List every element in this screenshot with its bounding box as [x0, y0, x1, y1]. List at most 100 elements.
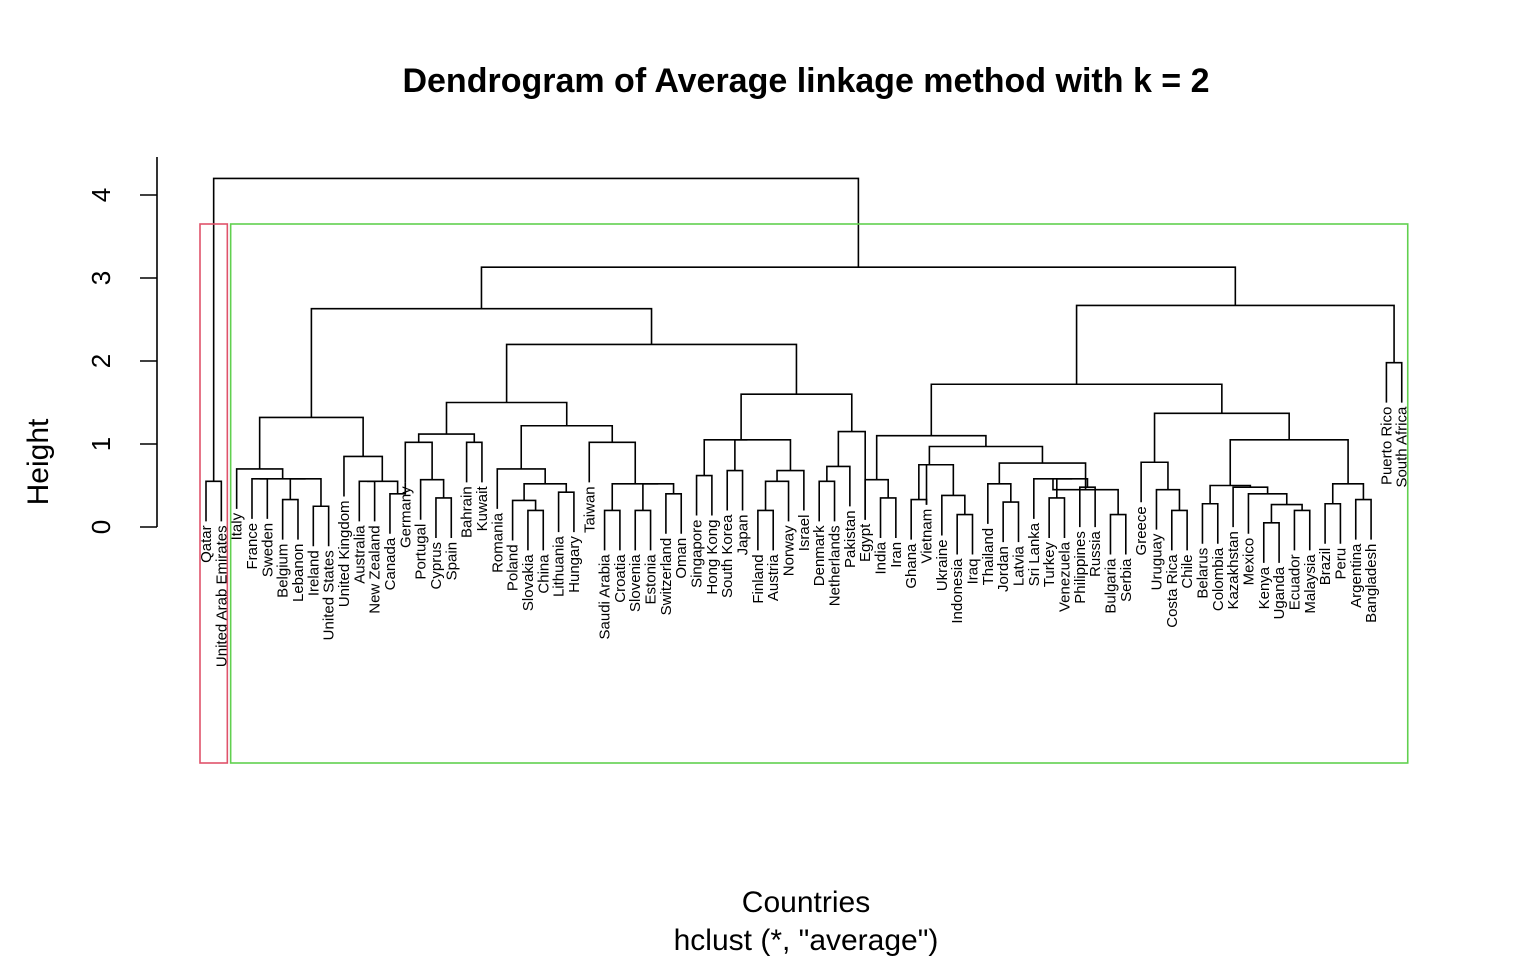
dendrogram-link — [465, 441, 483, 483]
dendrogram-link — [419, 478, 445, 520]
leaf-label: Egypt — [857, 523, 874, 562]
dendrogram-link — [1109, 513, 1127, 555]
dendrogram-link — [734, 439, 748, 471]
dendrogram-link — [603, 509, 621, 551]
leaf-label: Singapore — [689, 520, 706, 588]
leaf-label: United Kingdom — [336, 500, 353, 607]
leaf-label: Uganda — [1271, 566, 1288, 619]
dendrogram-link — [205, 480, 223, 522]
dendrogram-link — [987, 483, 1012, 524]
leaf-label: Ireland — [305, 550, 322, 596]
leaf-label: France — [244, 523, 261, 570]
leaf-label: Venezuela — [1056, 541, 1073, 612]
dendrogram-link — [343, 455, 384, 497]
dendrogram-link — [1262, 522, 1280, 563]
dendrogram-link — [757, 509, 775, 551]
leaf-label: Ecuador — [1286, 554, 1303, 610]
leaf-label: Iran — [888, 542, 905, 568]
leaf-label: Kazakhstan — [1225, 531, 1242, 609]
dendrogram-link — [520, 424, 614, 469]
dendrogram-link — [251, 478, 269, 519]
leaf-label: Italy — [229, 512, 246, 540]
leaf-label: Chile — [1179, 554, 1196, 588]
dendrogram-link — [1140, 461, 1169, 503]
y-tick-label: 1 — [86, 437, 116, 451]
x-axis-subtitle: hclust (*, "average") — [674, 924, 939, 957]
leaf-label: Estonia — [643, 554, 660, 605]
dendrogram-link — [1153, 412, 1290, 463]
leaf-label: Israel — [796, 515, 813, 552]
dendrogram-link — [404, 441, 433, 483]
leaf-label: China — [535, 554, 552, 594]
dendrogram-link — [864, 478, 889, 520]
leaf-label: Slovenia — [627, 554, 644, 612]
leaf-label: South Africa — [1394, 406, 1411, 488]
leaf-label: Colombia — [1210, 547, 1227, 611]
leaf-label: United Arab Emirates — [213, 525, 230, 667]
y-axis-label: Height — [22, 418, 55, 505]
dendrogram-link — [611, 483, 659, 511]
leaf-label: Ukraine — [934, 539, 951, 591]
dendrogram-link — [1048, 497, 1066, 538]
dendrogram-link — [764, 480, 790, 522]
leaf-label: Malaysia — [1302, 554, 1319, 614]
dendrogram-link — [1170, 509, 1188, 551]
dendrogram-link — [1354, 498, 1372, 540]
dendrogram-link — [281, 498, 299, 540]
leaf-label: Spain — [443, 542, 460, 580]
dendrogram-link — [588, 441, 637, 484]
dendrogram-link — [312, 505, 330, 547]
y-tick-label: 3 — [86, 271, 116, 285]
leaf-label: Hong Kong — [704, 520, 721, 595]
dendrogram-link — [776, 469, 805, 511]
dendrogram-link — [1293, 509, 1311, 551]
dendrogram-link — [642, 483, 675, 511]
leaf-label: Latvia — [1010, 545, 1027, 586]
dendrogram-link — [1033, 478, 1073, 519]
leaf-label: Romania — [489, 512, 506, 573]
dendrogram-link — [1201, 502, 1219, 544]
x-axis-label: Countries — [742, 886, 870, 919]
dendrogram-link — [557, 491, 575, 533]
leaf-label: Austria — [765, 554, 782, 601]
dendrogram-link — [212, 177, 860, 482]
dendrogram-link — [480, 266, 1237, 309]
leaf-label: Australia — [351, 525, 368, 584]
dendrogram-link — [1324, 502, 1342, 544]
dendrogram-link — [235, 468, 284, 509]
leaf-label: Uruguay — [1148, 533, 1165, 590]
dendrogram-link — [925, 463, 955, 505]
leaf-label: Ghana — [903, 543, 920, 589]
leaf-label: Cyprus — [428, 542, 445, 590]
leaf-label: Bahrain — [459, 486, 476, 538]
dendrogram-link — [930, 383, 1223, 436]
leaf-label: Sri Lanka — [1026, 522, 1043, 586]
leaf-label: Philippines — [1072, 531, 1089, 604]
dendrogram-link — [956, 513, 974, 555]
leaf-label: Bangladesh — [1363, 544, 1380, 623]
dendrogram-link — [826, 465, 851, 507]
leaf-label: Peru — [1332, 548, 1349, 580]
leaf-label: Denmark — [811, 525, 828, 586]
leaf-label: Bulgaria — [1102, 558, 1119, 614]
leaf-label: Portugal — [413, 524, 430, 580]
dendrogram-link — [1209, 484, 1252, 504]
dendrogram-link — [445, 401, 568, 435]
leaf-label: Serbia — [1118, 558, 1135, 602]
dendrogram-link — [366, 480, 399, 494]
dendrogram-link — [726, 469, 744, 511]
dendrogram-link — [417, 433, 476, 443]
cluster-boxes — [199, 223, 1409, 764]
leaf-label: Switzerland — [658, 538, 675, 616]
dendrogram-link — [928, 445, 1044, 465]
dendrogram-link — [818, 480, 836, 522]
leaf-label: Turkey — [1041, 541, 1058, 587]
dendrogram-link — [1229, 439, 1349, 486]
leaf-label: Japan — [735, 515, 752, 556]
y-tick-label: 0 — [86, 520, 116, 534]
leaf-label: Oman — [673, 538, 690, 579]
dendrogram-link — [665, 493, 683, 534]
leaf-label: Kenya — [1256, 566, 1273, 609]
leaf-label: Slovakia — [520, 554, 537, 611]
leaf-label: Lebanon — [290, 544, 307, 602]
